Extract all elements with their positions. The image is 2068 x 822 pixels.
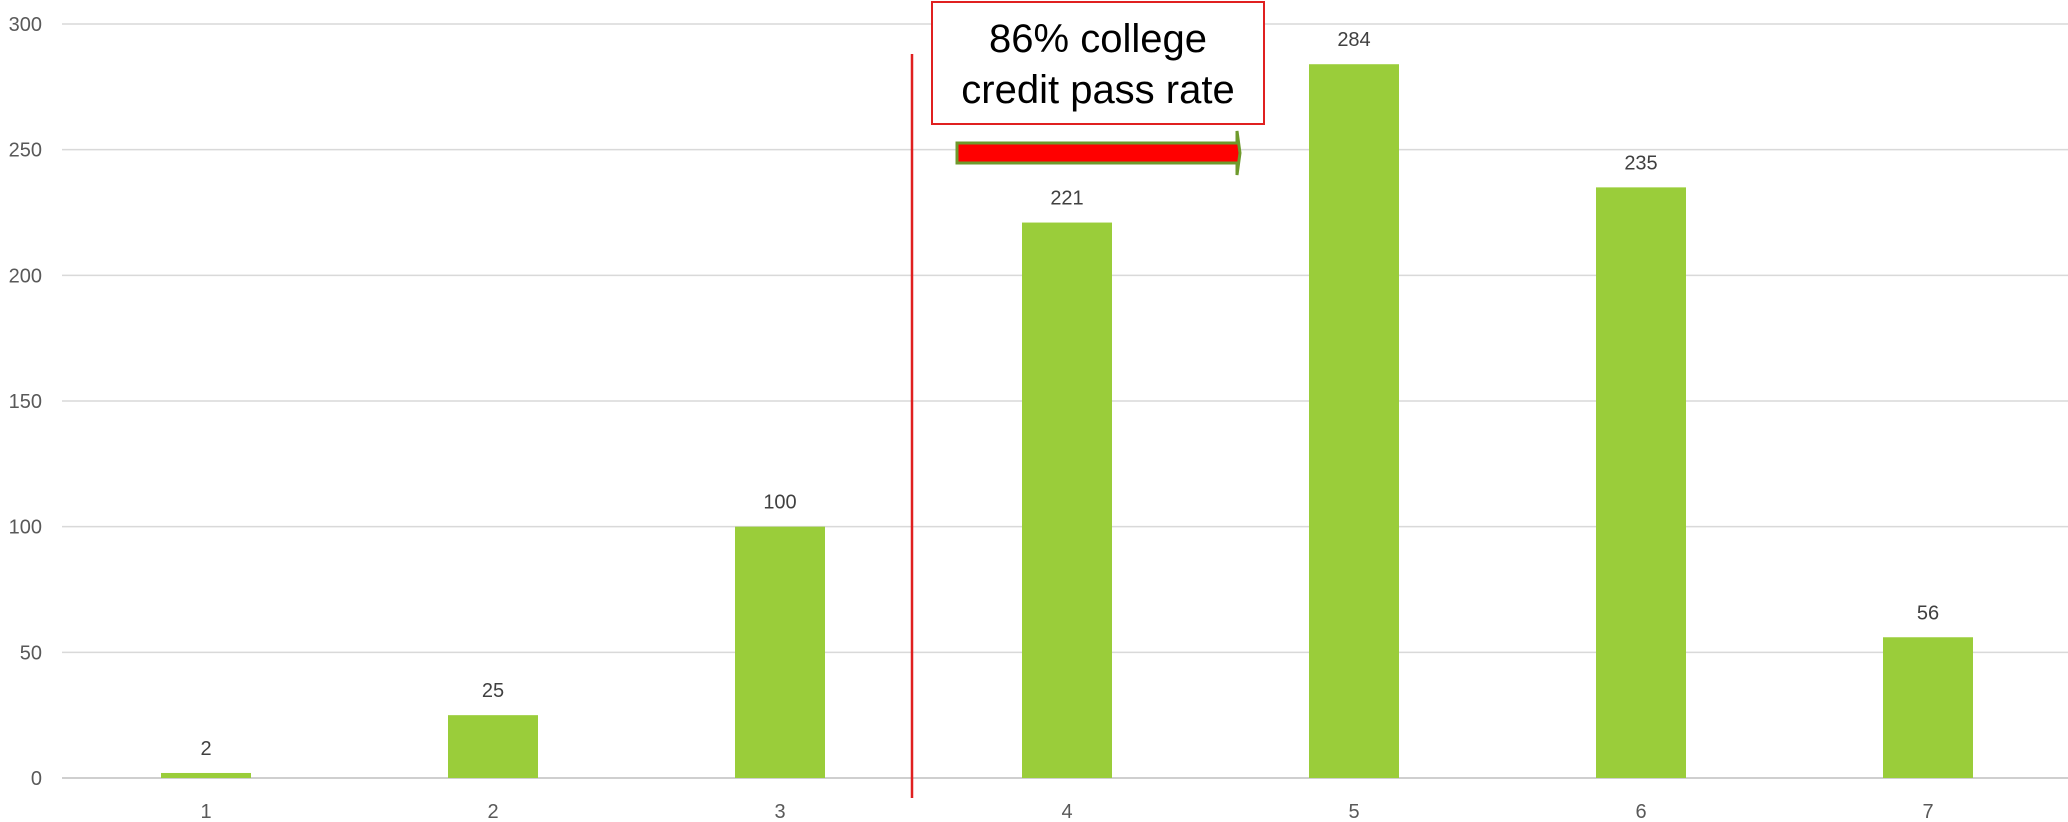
data-label: 2 bbox=[200, 738, 211, 760]
bar bbox=[448, 715, 538, 778]
x-tick-label: 5 bbox=[1348, 801, 1359, 822]
x-tick-label: 6 bbox=[1635, 801, 1646, 822]
x-tick-label: 7 bbox=[1922, 801, 1933, 822]
y-tick-label: 300 bbox=[9, 14, 42, 36]
x-tick-label: 1 bbox=[200, 801, 211, 822]
bar bbox=[735, 526, 825, 778]
bar bbox=[161, 772, 251, 778]
y-tick-label: 150 bbox=[9, 391, 42, 413]
data-label: 221 bbox=[1050, 188, 1083, 210]
x-axis-ticks: 1 2 3 4 5 6 7 bbox=[200, 801, 1933, 822]
bar bbox=[1309, 64, 1399, 779]
callout-line-2: credit pass rate bbox=[961, 68, 1234, 112]
callout-border bbox=[931, 1, 1265, 125]
data-label: 235 bbox=[1624, 152, 1657, 174]
bars bbox=[161, 64, 1973, 779]
y-tick-label: 100 bbox=[9, 517, 42, 539]
data-label: 284 bbox=[1337, 29, 1370, 51]
x-tick-label: 2 bbox=[487, 801, 498, 822]
data-labels: 2 25 100 221 284 235 56 bbox=[200, 29, 1939, 760]
arrow-right-icon bbox=[955, 130, 1242, 176]
y-axis-ticks: 0 50 100 150 200 250 300 bbox=[9, 14, 42, 790]
y-tick-label: 200 bbox=[9, 265, 42, 287]
x-tick-label: 4 bbox=[1061, 801, 1072, 822]
y-tick-label: 0 bbox=[31, 768, 42, 790]
bar bbox=[1883, 637, 1973, 778]
x-tick-label: 3 bbox=[774, 801, 785, 822]
callout-line-1: 86% college bbox=[989, 17, 1207, 61]
data-label: 100 bbox=[763, 492, 796, 514]
data-label: 25 bbox=[482, 680, 504, 702]
y-tick-label: 50 bbox=[20, 642, 42, 664]
bar bbox=[1022, 222, 1112, 778]
bar bbox=[1596, 187, 1686, 778]
callout-box: 86% college credit pass rate bbox=[931, 1, 1265, 125]
data-label: 56 bbox=[1917, 602, 1939, 624]
y-tick-label: 250 bbox=[9, 140, 42, 162]
